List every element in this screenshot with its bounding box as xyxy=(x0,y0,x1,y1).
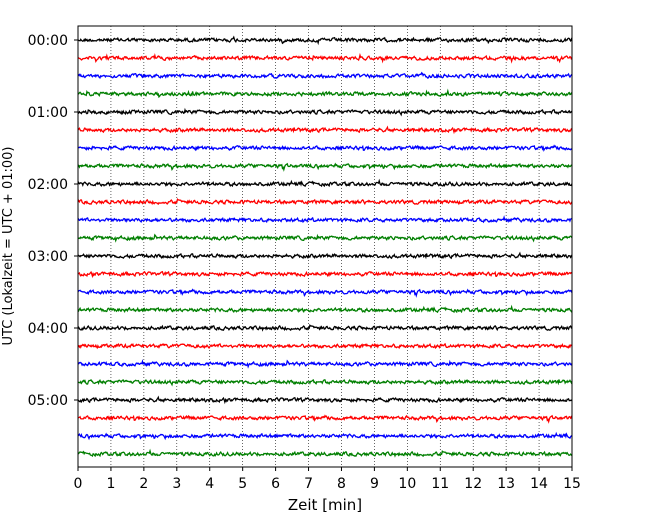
plot-frame xyxy=(77,25,573,468)
x-tick-label: 10 xyxy=(398,476,416,492)
trace-line xyxy=(77,144,573,152)
trace-line xyxy=(77,198,573,206)
x-tick-label: 3 xyxy=(172,476,181,492)
x-tick-label: 0 xyxy=(74,476,83,492)
x-tick-label: 7 xyxy=(304,476,313,492)
x-axis-ticks: 0 1 2 3 4 5 6 7 8 9 10 11 12 13 14 15 xyxy=(74,467,581,492)
trace-line xyxy=(77,125,573,135)
trace-line xyxy=(77,107,573,117)
x-tick-label: 4 xyxy=(205,476,214,492)
trace-line xyxy=(77,414,573,424)
trace-line xyxy=(77,52,573,64)
trace-line xyxy=(77,359,573,369)
y-tick-label: 02:00 xyxy=(28,177,68,193)
trace-line xyxy=(77,270,573,279)
trace-line xyxy=(77,251,573,260)
x-tick-label: 5 xyxy=(238,476,247,492)
x-tick-label: 1 xyxy=(106,476,115,492)
trace-line xyxy=(77,324,573,332)
y-axis-title: UTC (Lokalzeit = UTC + 01:00) xyxy=(1,147,16,346)
y-tick-label: 05:00 xyxy=(28,393,68,409)
trace-line xyxy=(77,88,573,99)
x-tick-label: 9 xyxy=(370,476,379,492)
trace-line xyxy=(77,431,573,441)
trace-line xyxy=(77,395,573,405)
x-tick-label: 11 xyxy=(431,476,449,492)
plot-area xyxy=(78,26,572,467)
x-tick-label: 6 xyxy=(271,476,280,492)
x-tick-label: 12 xyxy=(464,476,482,492)
trace-group xyxy=(77,35,573,458)
trace-line xyxy=(77,233,573,243)
x-tick-label: 13 xyxy=(497,476,515,492)
y-tick-label: 04:00 xyxy=(28,321,68,337)
y-tick-label: 03:00 xyxy=(28,249,68,265)
trace-line xyxy=(77,215,573,224)
trace-line xyxy=(77,178,573,188)
trace-line xyxy=(77,342,573,350)
y-tick-label: 00:00 xyxy=(28,33,68,49)
x-tick-label: 2 xyxy=(139,476,148,492)
x-tick-label: 8 xyxy=(337,476,346,492)
trace-line xyxy=(77,304,573,314)
y-tick-label: 01:00 xyxy=(28,105,68,121)
trace-line xyxy=(77,448,573,458)
x-tick-label: 15 xyxy=(563,476,581,492)
trace-line xyxy=(77,378,573,387)
trace-line xyxy=(77,288,573,298)
trace-line xyxy=(77,162,573,172)
x-axis-title: Zeit [min] xyxy=(288,496,362,514)
trace-line xyxy=(77,35,573,46)
y-axis-ticks: 00:00 01:00 02:00 03:00 04:00 05:00 xyxy=(28,33,78,409)
trace-line xyxy=(77,71,573,80)
x-tick-label: 14 xyxy=(530,476,548,492)
